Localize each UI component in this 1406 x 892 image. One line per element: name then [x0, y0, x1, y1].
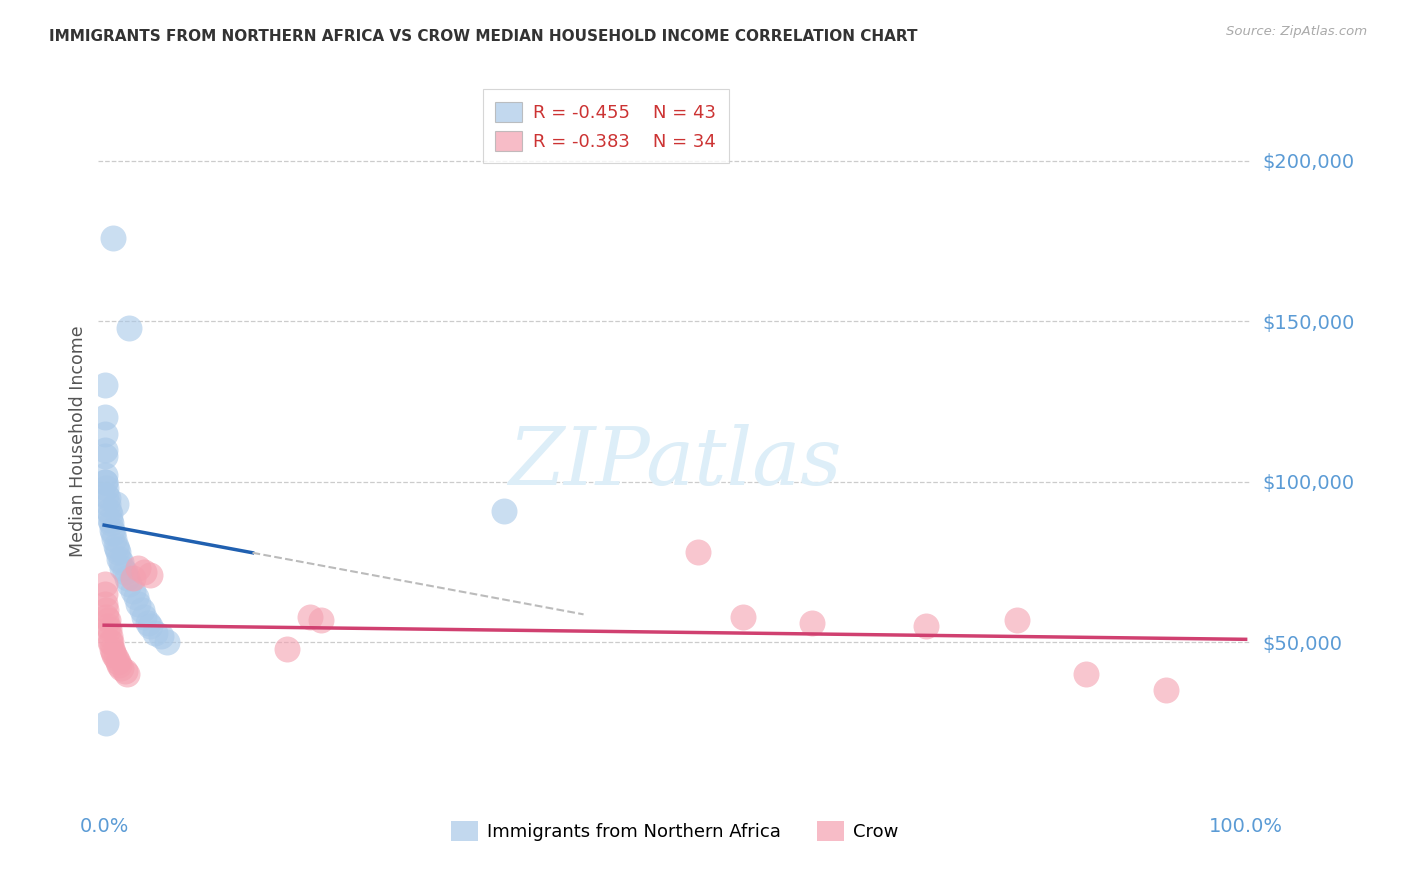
Point: [105, 542, 128, 557]
Point: [131, 603, 153, 617]
Point: [110, 555, 132, 569]
Point: [96, 619, 118, 633]
Point: [139, 619, 162, 633]
Point: [915, 619, 938, 633]
Point: [98, 513, 121, 527]
Point: [94, 442, 117, 457]
Point: [114, 664, 136, 678]
Point: [150, 629, 173, 643]
Point: [114, 565, 136, 579]
Point: [96, 481, 118, 495]
Point: [121, 583, 143, 598]
Point: [111, 561, 134, 575]
Point: [97, 503, 120, 517]
Point: [93, 475, 115, 489]
Point: [97, 623, 120, 637]
Point: [94, 475, 117, 489]
Point: [139, 567, 162, 582]
Point: [94, 378, 117, 392]
Point: [103, 526, 125, 541]
Point: [104, 497, 127, 511]
Point: [108, 551, 131, 566]
Point: [96, 609, 118, 624]
Point: [93, 587, 115, 601]
Point: [492, 503, 515, 517]
Point: [309, 613, 332, 627]
Point: [96, 487, 118, 501]
Point: [276, 641, 298, 656]
Point: [103, 648, 125, 662]
Point: [96, 497, 118, 511]
Point: [127, 561, 149, 575]
Point: [1007, 613, 1029, 627]
Point: [107, 545, 129, 559]
Point: [100, 635, 122, 649]
Point: [96, 603, 118, 617]
Point: [136, 615, 159, 630]
Point: [132, 609, 155, 624]
Point: [94, 577, 117, 591]
Point: [98, 635, 121, 649]
Point: [101, 641, 124, 656]
Point: [1154, 683, 1177, 698]
Point: [93, 468, 115, 483]
Point: [121, 571, 143, 585]
Point: [96, 491, 118, 505]
Point: [101, 523, 124, 537]
Legend: Immigrants from Northern Africa, Crow: Immigrants from Northern Africa, Crow: [444, 814, 905, 848]
Point: [103, 533, 125, 547]
Point: [118, 577, 141, 591]
Point: [96, 613, 118, 627]
Point: [118, 320, 141, 334]
Text: IMMIGRANTS FROM NORTHERN AFRICA VS CROW MEDIAN HOUSEHOLD INCOME CORRELATION CHAR: IMMIGRANTS FROM NORTHERN AFRICA VS CROW …: [49, 29, 918, 44]
Point: [115, 571, 138, 585]
Point: [98, 629, 121, 643]
Point: [108, 657, 131, 672]
Point: [103, 230, 125, 244]
Point: [98, 507, 121, 521]
Point: [733, 609, 755, 624]
Point: [145, 625, 167, 640]
Point: [686, 545, 709, 559]
Point: [94, 410, 117, 425]
Point: [156, 635, 179, 649]
Point: [94, 597, 117, 611]
Point: [110, 661, 132, 675]
Point: [1074, 667, 1097, 681]
Point: [298, 609, 321, 624]
Point: [96, 715, 118, 730]
Point: [132, 565, 155, 579]
Point: [115, 667, 138, 681]
Point: [94, 426, 117, 441]
Point: [107, 655, 129, 669]
Point: [103, 645, 125, 659]
Point: [94, 449, 117, 463]
Point: [104, 539, 127, 553]
Point: [125, 591, 148, 605]
Y-axis label: Median Household Income: Median Household Income: [69, 326, 87, 558]
Point: [800, 615, 823, 630]
Text: Source: ZipAtlas.com: Source: ZipAtlas.com: [1226, 25, 1367, 38]
Point: [104, 651, 127, 665]
Point: [127, 597, 149, 611]
Point: [100, 516, 122, 531]
Text: ZIPatlas: ZIPatlas: [508, 425, 842, 502]
